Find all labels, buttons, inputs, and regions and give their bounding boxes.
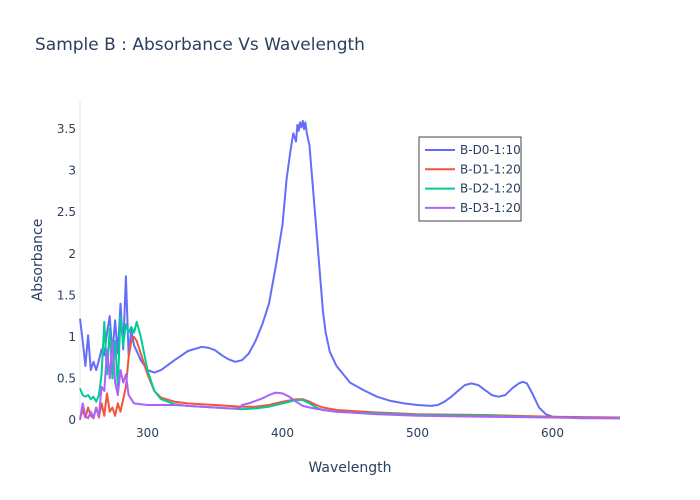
y-tick-label: 0.5 <box>57 371 76 385</box>
chart-title: Sample B : Absorbance Vs Wavelength <box>35 35 365 55</box>
series-line-3 <box>79 315 621 420</box>
y-tick-label: 1.5 <box>57 288 76 302</box>
series-line-2 <box>79 335 621 420</box>
y-tick-label: 3 <box>68 164 76 178</box>
y-tick-label: 0 <box>68 413 76 427</box>
y-tick-label: 1 <box>68 330 76 344</box>
y-tick-label: 2.5 <box>57 205 76 219</box>
y-axis-ticks: 0 0.5 1 1.5 2 2.5 3 3.5 <box>57 122 76 427</box>
x-tick-label: 300 <box>136 426 159 440</box>
y-tick-label: 2 <box>68 247 76 261</box>
x-tick-label: 400 <box>271 426 294 440</box>
y-tick-label: 3.5 <box>57 122 76 136</box>
legend-label-3: B-D2-1:20 <box>460 182 521 196</box>
series-group <box>79 119 621 421</box>
series-line-4 <box>79 340 621 421</box>
x-axis-title: Wavelength <box>308 460 391 476</box>
x-axis-ticks: 300 400 500 600 <box>136 426 564 440</box>
legend: B-D0-1:10 B-D1-1:20 B-D2-1:20 B-D3-1:20 <box>418 136 522 222</box>
legend-label-4: B-D3-1:20 <box>460 201 521 215</box>
x-tick-label: 500 <box>406 426 429 440</box>
legend-label-1: B-D0-1:10 <box>460 143 521 157</box>
series-line-1 <box>79 119 620 420</box>
legend-label-2: B-D1-1:20 <box>460 162 521 176</box>
y-axis-title: Absorbance <box>30 219 46 302</box>
x-tick-label: 600 <box>541 426 564 440</box>
